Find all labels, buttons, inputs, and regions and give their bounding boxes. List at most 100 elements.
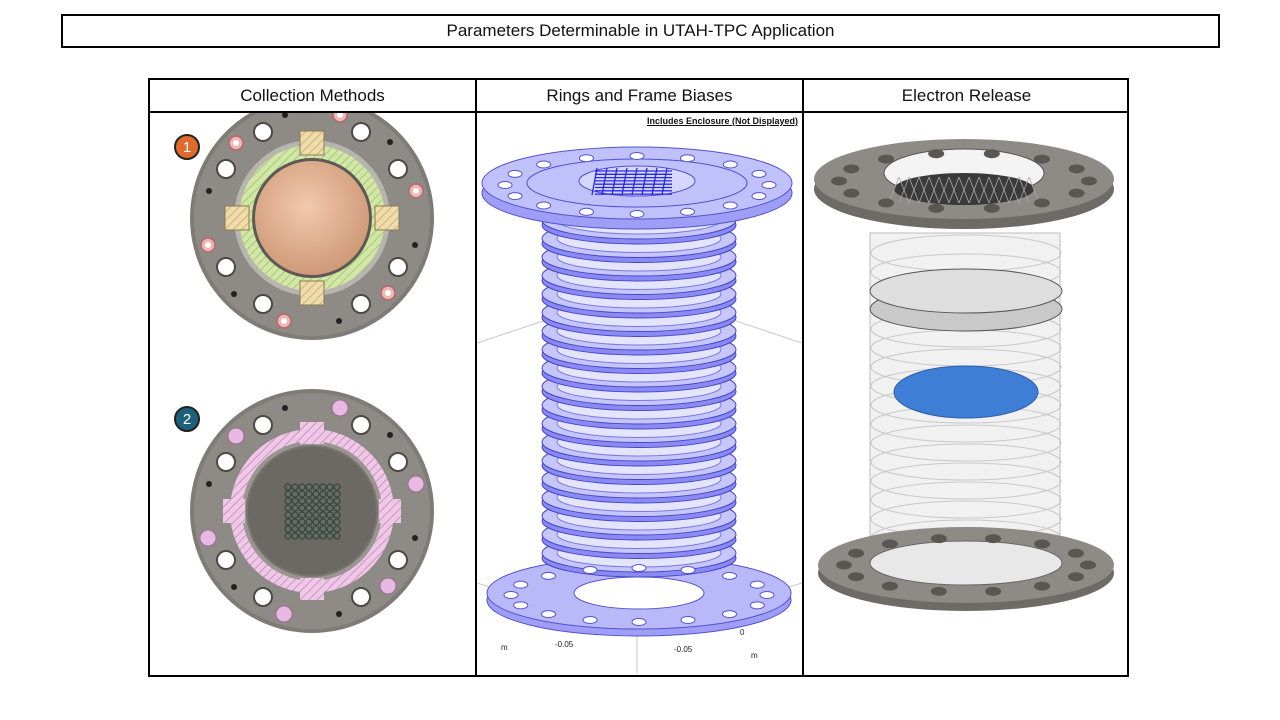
flange-hole — [1068, 188, 1085, 198]
plate-hole — [582, 615, 598, 624]
column-heading-rings: Rings and Frame Biases — [546, 85, 733, 105]
mesh-line — [918, 176, 930, 204]
detector-pad — [312, 511, 320, 519]
detector-pad — [333, 504, 341, 512]
detector-pad — [291, 518, 299, 526]
plate-hole — [749, 601, 765, 610]
plate-hole — [536, 201, 552, 210]
mesh-line — [968, 176, 980, 204]
flange-hole — [928, 149, 945, 159]
top-grid-line — [661, 167, 668, 196]
detector-pad — [333, 532, 341, 540]
detector-pad — [298, 511, 306, 519]
detector-pad — [298, 490, 306, 498]
column-heading-release: Electron Release — [901, 85, 1032, 105]
detector-pad — [333, 525, 341, 533]
detector-pad — [305, 532, 313, 540]
plate-hole — [751, 169, 767, 178]
flange-hole — [928, 203, 945, 213]
detector-pad — [326, 504, 334, 512]
detector-pad — [305, 518, 313, 526]
plate-hole — [513, 601, 529, 610]
plate-hole — [631, 618, 647, 626]
flange-hole — [1034, 581, 1051, 591]
plate-hole — [513, 580, 529, 589]
transparent-ring — [870, 481, 1062, 519]
plate-hole — [722, 571, 738, 580]
axis-unit-bottom: m — [751, 651, 758, 660]
detector-pad — [333, 511, 341, 519]
detector-pad — [319, 511, 327, 519]
mesh-line — [988, 176, 1000, 204]
plate-hole — [751, 192, 767, 201]
detector-pad — [284, 483, 292, 491]
flange-hole — [848, 548, 865, 558]
detector-pad — [291, 504, 299, 512]
mesh-line — [1008, 176, 1020, 204]
collection-flanges-illustration — [190, 113, 434, 633]
rings-frame-biases-panel: Includes Enclosure (Not Displayed) — [477, 113, 802, 675]
flange-hole — [1068, 164, 1085, 174]
detector-pad — [305, 497, 313, 505]
mesh-line — [1028, 176, 1040, 204]
detector-pad — [284, 525, 292, 533]
plate-hole — [680, 154, 696, 163]
detector-pad — [312, 504, 320, 512]
mesh-line — [978, 176, 990, 204]
mesh-line — [998, 176, 1010, 204]
column-divider-1 — [475, 80, 477, 675]
detector-pad — [298, 518, 306, 526]
detector-pad — [298, 497, 306, 505]
detector-pad — [284, 497, 292, 505]
plate-hole — [722, 160, 738, 169]
flange-method-1 — [190, 113, 434, 340]
axis-tick-b: -0.05 — [674, 645, 693, 654]
detector-pad — [312, 497, 320, 505]
flange-hole — [930, 586, 947, 596]
plate-hole — [722, 610, 738, 619]
flange-hole — [930, 534, 947, 544]
detector-pad — [305, 525, 313, 533]
transparent-chamber-illustration — [814, 139, 1114, 611]
parameter-table: Collection Methods Rings and Frame Biase… — [148, 78, 1129, 677]
method-1-badge: 1 — [174, 134, 200, 160]
plate-hole — [507, 192, 523, 201]
flange-hole — [878, 154, 895, 164]
flange-hole — [1034, 539, 1051, 549]
detector-pad — [291, 497, 299, 505]
detector-pad — [291, 525, 299, 533]
mesh-line — [938, 176, 950, 204]
plate-hole — [503, 591, 519, 599]
detector-pad — [284, 532, 292, 540]
plate-hole — [749, 580, 765, 589]
flange-hole — [1033, 198, 1050, 208]
plate-hole — [680, 615, 696, 624]
detector-pad — [312, 525, 320, 533]
detector-pad — [291, 511, 299, 519]
detector-pad — [284, 511, 292, 519]
flange-method-2 — [190, 389, 434, 633]
plate-hole — [680, 207, 696, 216]
flange-hole — [1081, 176, 1097, 186]
mesh-line — [908, 176, 920, 204]
flange-hole — [985, 534, 1002, 544]
column-heading-collection: Collection Methods — [240, 85, 385, 105]
detector-pad — [305, 490, 313, 498]
electron-release-panel — [804, 113, 1129, 675]
plate-hole — [629, 210, 645, 218]
detector-pad — [291, 490, 299, 498]
plate-hole — [578, 154, 594, 163]
detector-pad — [326, 532, 334, 540]
mesh-line — [888, 176, 900, 204]
mesh-line — [928, 176, 940, 204]
transparent-ring — [870, 462, 1062, 500]
detector-pad — [312, 490, 320, 498]
axis-tick-a: -0.05 — [555, 640, 574, 649]
detector-pad — [326, 483, 334, 491]
plate-hole — [629, 152, 645, 160]
flange-hole — [983, 149, 1000, 159]
plate-hole — [722, 201, 738, 210]
mesh-line — [898, 176, 910, 204]
flange-hole — [878, 198, 895, 208]
detector-pad — [333, 497, 341, 505]
